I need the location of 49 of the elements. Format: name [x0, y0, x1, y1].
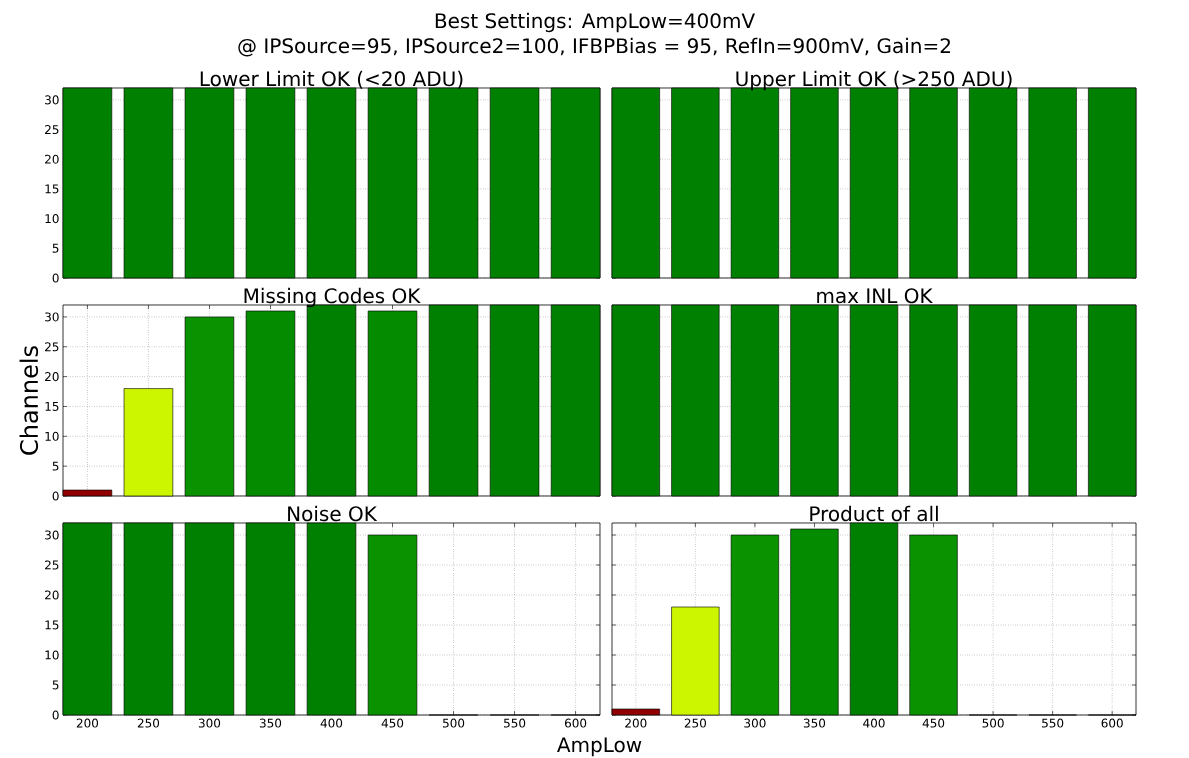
y-tick-label: 20 [45, 372, 59, 382]
x-tick-label: 400 [320, 718, 343, 728]
y-tick-label: 25 [45, 560, 59, 570]
chart-title: Product of all [810, 505, 938, 522]
x-tick-label: 350 [259, 718, 282, 728]
x-tick-label: 200 [625, 718, 647, 728]
y-tick-label: 30 [45, 95, 59, 105]
y-tick-label: 10 [45, 431, 59, 441]
chart-title: Lower Limit OK (<20 ADU) [200, 70, 463, 89]
y-tick-label: 30 [45, 312, 59, 322]
y-tick-label: 5 [52, 461, 59, 471]
y-tick-label: 10 [45, 650, 59, 660]
chart-title: Missing Codes OK [244, 287, 421, 308]
y-tick-label: 0 [52, 491, 59, 501]
x-tick-label: 600 [564, 718, 587, 728]
y-tick-label: 20 [45, 154, 59, 164]
y-tick-label: 0 [52, 710, 59, 720]
x-tick-label: 300 [744, 718, 766, 728]
x-tick-label: 550 [1042, 718, 1064, 728]
x-tick-label: 200 [76, 718, 99, 728]
text: Best Settings: AmpLow=400mV [435, 12, 755, 33]
chart-title: max INL OK [817, 288, 933, 304]
y-tick-label: 25 [45, 125, 59, 135]
y-tick-label: 15 [45, 184, 59, 194]
x-tick-label: 400 [863, 718, 885, 728]
text: @ IPSource=95, IPSource2=100, IFBPBias = 95, RefIn=900mV, Gain=2 [238, 37, 950, 57]
x-tick-label: 300 [198, 718, 221, 728]
y-tick-label: 30 [45, 530, 59, 540]
chart-title: Noise OK [288, 505, 378, 522]
chart-title: Upper Limit OK (>250 ADU) [736, 70, 1012, 91]
y-axis-title: Channels [19, 346, 39, 455]
y-tick-label: 5 [52, 680, 59, 690]
x-tick-label: 500 [982, 718, 1004, 728]
y-tick-label: 20 [45, 590, 59, 600]
y-tick-label: 25 [45, 342, 59, 352]
x-tick-label: 550 [504, 718, 526, 728]
x-tick-label: 450 [922, 718, 945, 728]
x-tick-label: 250 [684, 718, 707, 728]
x-axis-title: AmpLow [557, 737, 642, 757]
y-tick-label: 5 [52, 243, 59, 253]
x-tick-label: 500 [443, 718, 465, 728]
y-tick-label: 0 [52, 273, 59, 283]
y-tick-label: 15 [45, 402, 59, 411]
x-tick-label: 600 [1101, 718, 1123, 728]
x-tick-label: 450 [381, 718, 404, 728]
y-tick-label: 10 [45, 214, 59, 224]
y-tick-label: 15 [45, 620, 59, 630]
x-tick-label: 350 [803, 718, 826, 728]
x-tick-label: 250 [137, 718, 160, 728]
